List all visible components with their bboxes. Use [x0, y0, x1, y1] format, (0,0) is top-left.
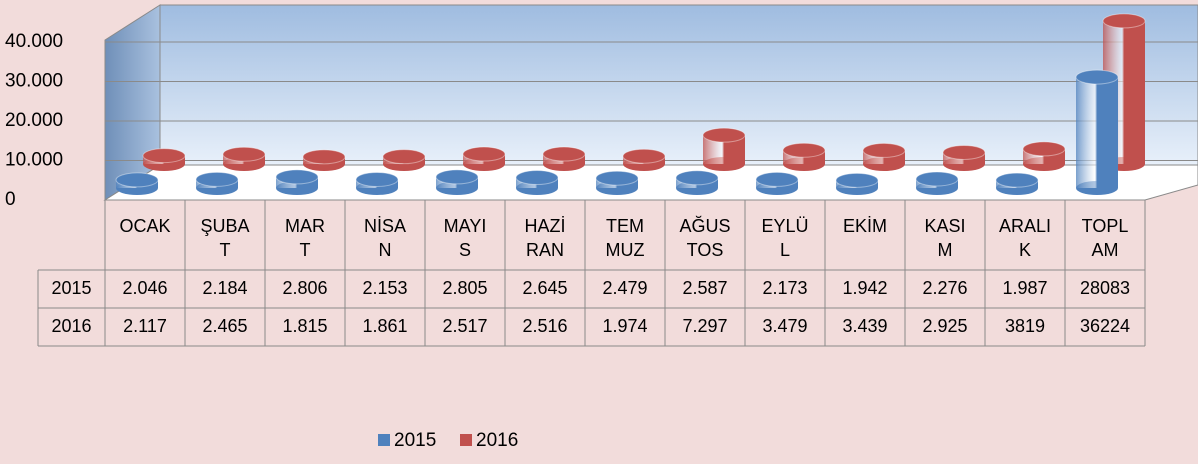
cylinder [1076, 77, 1118, 188]
cylinder-top [542, 146, 586, 162]
category-label: EYLÜ L [761, 216, 809, 260]
table-value: 2.173 [762, 278, 808, 298]
cylinder-top [302, 149, 346, 165]
table-value: 2.806 [282, 278, 328, 298]
table-series-label: 2015 [51, 278, 92, 298]
category-label: ŞUBA T [200, 216, 250, 260]
category-label: KASI M [924, 216, 966, 260]
table-value: 2.276 [922, 278, 968, 298]
cylinder-top [462, 146, 506, 162]
table-value: 2.184 [202, 278, 248, 298]
category-label: EKİM [842, 216, 887, 236]
cylinder-top [1022, 141, 1066, 157]
table-value: 2.153 [362, 278, 408, 298]
table-value: 2.479 [602, 278, 648, 298]
category-label: AĞUS TOS [679, 216, 731, 260]
table-value: 3819 [1004, 316, 1046, 336]
cylinder-top [382, 149, 426, 165]
category-label: HAZİ RAN [524, 216, 566, 260]
legend-swatch [378, 434, 390, 446]
table-value: 1.974 [602, 316, 648, 336]
cylinder-top [915, 171, 959, 187]
y-tick-label: 10.000 [5, 150, 63, 171]
y-tick-label: 40.000 [5, 31, 63, 52]
cylinder-top [622, 148, 666, 164]
cylinder-top [142, 148, 186, 164]
cylinder-top [515, 170, 559, 186]
table-series-label: 2016 [51, 316, 92, 336]
back-wall [159, 4, 1198, 166]
table-value: 2.117 [123, 316, 167, 336]
table-value: 3.479 [762, 316, 808, 336]
table-value: 2.645 [522, 278, 568, 298]
cylinder-top [782, 142, 826, 158]
table-value: 1.815 [282, 316, 328, 336]
category-label: ARALI K [998, 216, 1052, 260]
category-label: TEM MUZ [605, 216, 645, 260]
table-value: 36224 [1079, 316, 1131, 336]
cylinder-top [995, 172, 1039, 188]
legend-swatch [460, 434, 472, 446]
cylinder-top [355, 171, 399, 187]
table-value: 1.987 [1002, 278, 1048, 298]
legend-label: 2016 [476, 430, 518, 451]
y-tick-label: 30.000 [5, 71, 63, 92]
cylinder-top [1075, 69, 1119, 85]
cylinder-top [862, 142, 906, 158]
category-label: MAYI S [443, 216, 487, 260]
cylinder-top [942, 144, 986, 160]
category-label: OCAK [119, 216, 171, 236]
table-value: 2.517 [442, 316, 488, 336]
cylinder-top [115, 172, 159, 188]
table-value: 3.439 [842, 316, 888, 336]
category-label: TOPL AM [1081, 216, 1129, 260]
table-value: 2.587 [682, 278, 728, 298]
y-tick-label: 0 [5, 189, 16, 210]
cylinder-top [275, 169, 319, 185]
table-value: 2.805 [442, 278, 488, 298]
table-value: 1.942 [842, 278, 888, 298]
category-label: NİSA N [363, 216, 406, 260]
table-value: 2.465 [202, 316, 248, 336]
cylinder-top [675, 170, 719, 186]
cylinder-top [702, 127, 746, 143]
y-tick-label: 20.000 [5, 110, 63, 131]
table-value: 2.516 [522, 316, 568, 336]
cylinder-top [595, 170, 639, 186]
table-value: 7.297 [682, 316, 728, 336]
cylinder-top [222, 146, 266, 162]
table-value: 1.861 [362, 316, 408, 336]
cylinder-top [755, 171, 799, 187]
cylinder-top [195, 171, 239, 187]
cylinder-top [1102, 13, 1146, 29]
legend-label: 2015 [394, 430, 436, 451]
table-value: 28083 [1079, 278, 1131, 298]
table-value: 2.925 [922, 316, 968, 336]
cylinder-top [435, 169, 479, 185]
category-label: MAR T [285, 216, 325, 260]
table-value: 2.046 [122, 278, 168, 298]
cylinder-top [835, 172, 879, 188]
